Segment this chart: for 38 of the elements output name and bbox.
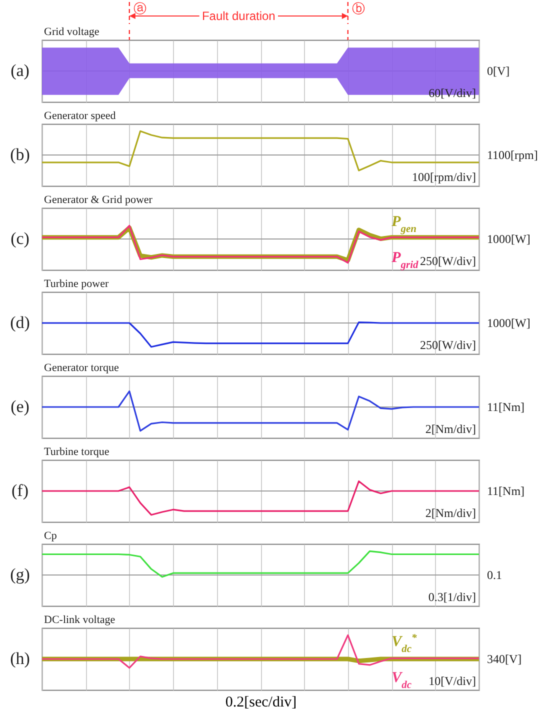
series-label: P$_{gen}$ bbox=[392, 214, 417, 234]
chart-title: Cp bbox=[44, 530, 58, 542]
text: Fault duration bbox=[202, 9, 276, 23]
text: (d) bbox=[10, 313, 30, 332]
text: 10[V/div] bbox=[428, 674, 476, 688]
text: 11[Nm] bbox=[487, 400, 525, 414]
annotation: 2[Nm/div] bbox=[425, 506, 476, 520]
chart-title: Generator torque bbox=[44, 362, 119, 374]
x-axis-title: 0.2[sec/div] bbox=[225, 694, 297, 710]
chart-title: DC-link voltage bbox=[44, 614, 116, 626]
text: (e) bbox=[10, 397, 30, 416]
text: 1000[W] bbox=[487, 316, 530, 330]
text: 0.1 bbox=[487, 568, 502, 582]
text: (c) bbox=[10, 229, 30, 248]
annotation: 250[W/div] bbox=[420, 254, 476, 268]
text: (g) bbox=[10, 565, 30, 584]
text: (f) bbox=[12, 481, 28, 500]
chart-title: Generator speed bbox=[44, 110, 116, 122]
text: 340[V] bbox=[487, 652, 522, 666]
text: (a) bbox=[10, 61, 30, 80]
chart-title: Generator & Grid power bbox=[44, 194, 153, 206]
text: (h) bbox=[10, 649, 30, 668]
series-label: P$_{grid}$ bbox=[392, 250, 420, 270]
text: ⓑ bbox=[352, 1, 365, 16]
chart-title: Turbine torque bbox=[44, 446, 110, 458]
text: 0[V] bbox=[487, 64, 510, 78]
annotation: 250[W/div] bbox=[420, 338, 476, 352]
text: (b) bbox=[10, 145, 30, 164]
chart-title: Turbine power bbox=[44, 278, 110, 290]
chart-title: Grid voltage bbox=[44, 26, 100, 38]
text: 1000[W] bbox=[487, 232, 530, 246]
annotation: 100[rpm/div] bbox=[412, 170, 476, 184]
annotation: 2[Nm/div] bbox=[425, 422, 476, 436]
text: ⓐ bbox=[133, 1, 146, 16]
text: 11[Nm] bbox=[487, 484, 525, 498]
text: 1100[rpm] bbox=[487, 148, 538, 162]
text: 0.3[1/div] bbox=[428, 590, 476, 604]
series-label: V$_{dc}$ bbox=[392, 670, 412, 690]
